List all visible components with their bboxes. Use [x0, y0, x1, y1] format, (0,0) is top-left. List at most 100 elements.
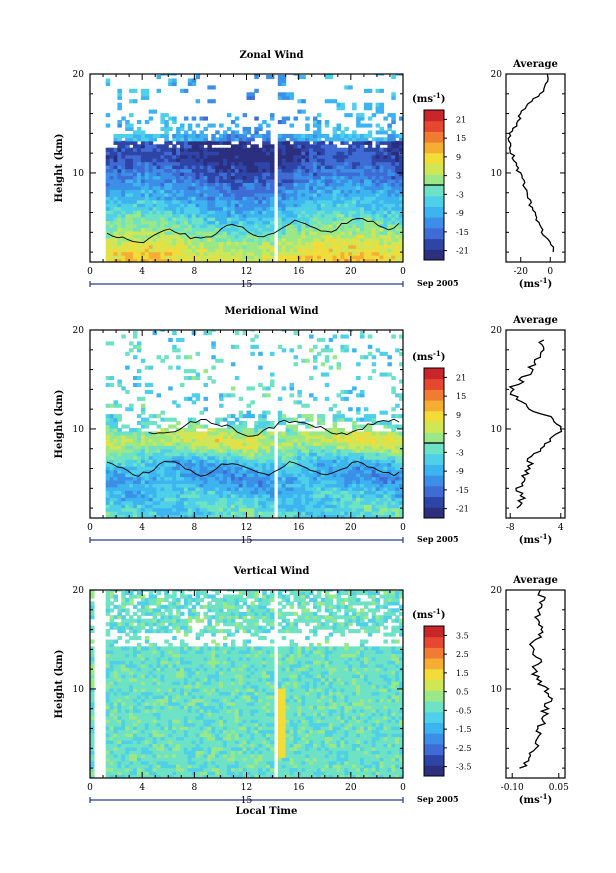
heatmap-cell: [360, 175, 365, 180]
heatmap-cell: [391, 244, 396, 249]
heatmap-cell: [297, 459, 302, 464]
heatmap-cell: [242, 161, 248, 166]
heatmap-cell: [383, 168, 388, 173]
heatmap-cell: [246, 479, 251, 484]
heatmap-cell: [219, 151, 224, 156]
x-tick-label: 16: [293, 267, 305, 277]
heatmap-cell: [305, 158, 310, 163]
heatmap-cell: [250, 161, 255, 166]
heatmap-cell: [133, 497, 138, 502]
heatmap-cell: [226, 448, 232, 453]
heatmap-cell: [332, 244, 338, 249]
heatmap-cell: [176, 234, 181, 239]
heatmap-cell: [144, 234, 150, 239]
heatmap-cell: [180, 196, 185, 201]
heatmap-cell: [230, 213, 236, 218]
heatmap-cell: [113, 137, 118, 142]
heatmap-cell: [117, 248, 122, 253]
heatmap-cell: [183, 452, 189, 457]
heatmap-cell: [117, 144, 122, 149]
heatmap-cell: [367, 185, 373, 190]
heatmap-cell: [125, 434, 130, 439]
heatmap-cell: [246, 452, 251, 457]
heatmap-cell: [305, 486, 310, 491]
heatmap-cell: [156, 507, 161, 512]
heatmap-cell: [195, 466, 201, 471]
heatmap-cell: [140, 462, 146, 467]
heatmap-cell: [352, 154, 357, 159]
heatmap-cell: [164, 189, 169, 194]
heatmap-cell: [387, 192, 392, 197]
heatmap-cell: [117, 102, 122, 107]
heatmap-cell: [316, 172, 322, 177]
heatmap-cell: [117, 459, 122, 464]
heatmap-cell: [324, 168, 330, 173]
heatmap-cell: [277, 452, 283, 457]
heatmap-cell: [254, 424, 259, 429]
heatmap-cell: [289, 459, 294, 464]
heatmap-cell: [234, 452, 240, 457]
heatmap-cell: [258, 230, 263, 235]
heatmap-cell: [238, 424, 244, 429]
heatmap-cell: [109, 414, 115, 419]
heatmap-cell: [352, 102, 357, 107]
heatmap-cell: [187, 396, 193, 401]
heatmap-cell: [320, 227, 326, 232]
heatmap-cell: [301, 182, 306, 187]
heatmap-cell: [136, 251, 142, 256]
heatmap-cell: [313, 230, 318, 235]
heatmap-cell: [230, 476, 236, 481]
heatmap-cell: [367, 116, 373, 121]
heatmap-cell: [160, 178, 165, 183]
heatmap-cell: [238, 161, 244, 166]
heatmap-cell: [223, 234, 228, 239]
heatmap-cell: [258, 223, 263, 228]
heatmap-cell: [121, 189, 126, 194]
heatmap-cell: [281, 434, 287, 439]
heatmap-cell: [395, 203, 400, 208]
heatmap-cell: [277, 414, 283, 419]
heatmap-cell: [191, 462, 197, 467]
heatmap-cell: [246, 192, 251, 197]
heatmap-cell: [328, 514, 334, 518]
heatmap-cell: [187, 168, 193, 173]
heatmap-cell: [375, 106, 381, 111]
heatmap-cell: [301, 237, 306, 242]
heatmap-cell: [215, 248, 220, 253]
heatmap-cell: [230, 130, 236, 135]
heatmap-cell: [160, 234, 165, 239]
heatmap-cell: [324, 500, 330, 505]
heatmap-cell: [191, 490, 197, 495]
heatmap-cell: [195, 161, 201, 166]
heatmap-cell: [215, 452, 220, 457]
heatmap-cell: [316, 203, 322, 208]
heatmap-cell: [172, 227, 177, 232]
heatmap-cell: [109, 206, 115, 211]
heatmap-cell: [270, 234, 275, 239]
heatmap-cell: [313, 241, 318, 246]
heatmap-cell: [383, 206, 388, 211]
heatmap-cell: [215, 137, 220, 142]
heatmap-cell: [223, 479, 228, 484]
heatmap-cell: [238, 234, 244, 239]
heatmap-cell: [293, 448, 298, 453]
heatmap-cell: [262, 158, 267, 163]
heatmap-cell: [246, 175, 251, 180]
heatmap-cell: [226, 178, 232, 183]
heatmap-cell: [136, 210, 142, 215]
heatmap-cell: [176, 455, 181, 460]
heatmap-cell: [262, 196, 267, 201]
heatmap-cell: [223, 251, 228, 256]
heatmap-cell: [226, 165, 232, 170]
heatmap-cell: [356, 161, 361, 166]
heatmap-cell: [281, 348, 287, 353]
heatmap-cell: [320, 438, 326, 443]
heatmap-cell: [105, 441, 111, 446]
heatmap-cell: [172, 255, 177, 260]
heatmap-cell: [156, 466, 161, 471]
heatmap-cell: [399, 116, 403, 121]
heatmap-cell: [148, 158, 154, 163]
heatmap-cell: [152, 434, 158, 439]
heatmap-cell: [164, 213, 169, 218]
heatmap-cell: [180, 158, 185, 163]
